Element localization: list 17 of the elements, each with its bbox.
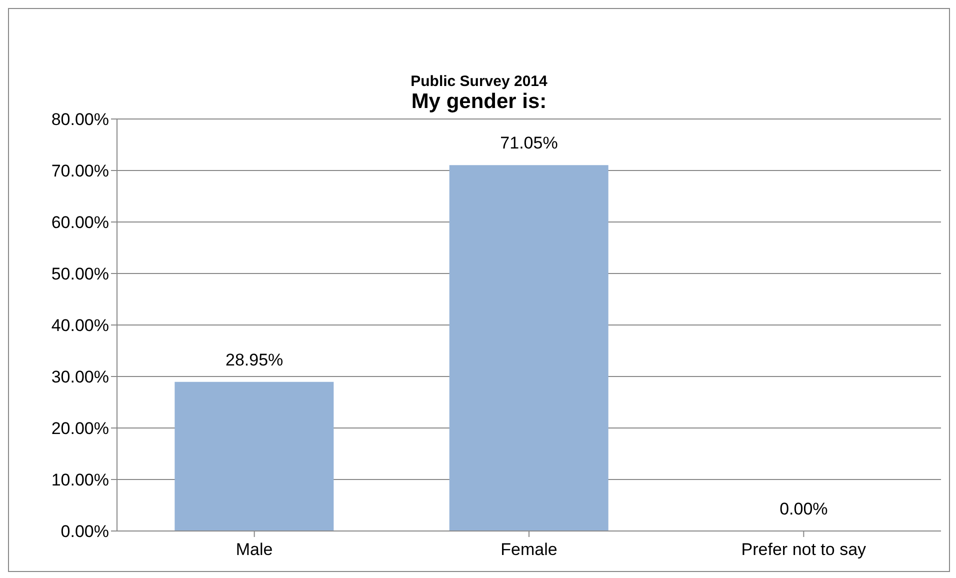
x-tick-label: Male: [236, 540, 273, 560]
y-tick-label: 30.00%: [51, 368, 109, 387]
y-tick-label: 80.00%: [51, 110, 109, 130]
x-tick-label: Female: [500, 540, 558, 560]
data-label: 28.95%: [225, 350, 284, 370]
chart-subtitle: Public Survey 2014: [410, 73, 548, 90]
x-tick-label: Prefer not to say: [741, 540, 867, 560]
data-label: 71.05%: [500, 134, 558, 153]
y-tick-label: 70.00%: [51, 162, 109, 181]
y-tick-label: 40.00%: [51, 316, 109, 336]
y-tick-label: 20.00%: [51, 419, 109, 438]
y-tick-label: 0.00%: [60, 522, 109, 542]
chart-title: My gender is:: [411, 90, 547, 113]
y-tick-label: 10.00%: [51, 470, 109, 490]
y-tick-label: 60.00%: [51, 213, 109, 232]
data-label: 0.00%: [780, 499, 828, 518]
y-tick-label: 50.00%: [51, 264, 109, 284]
